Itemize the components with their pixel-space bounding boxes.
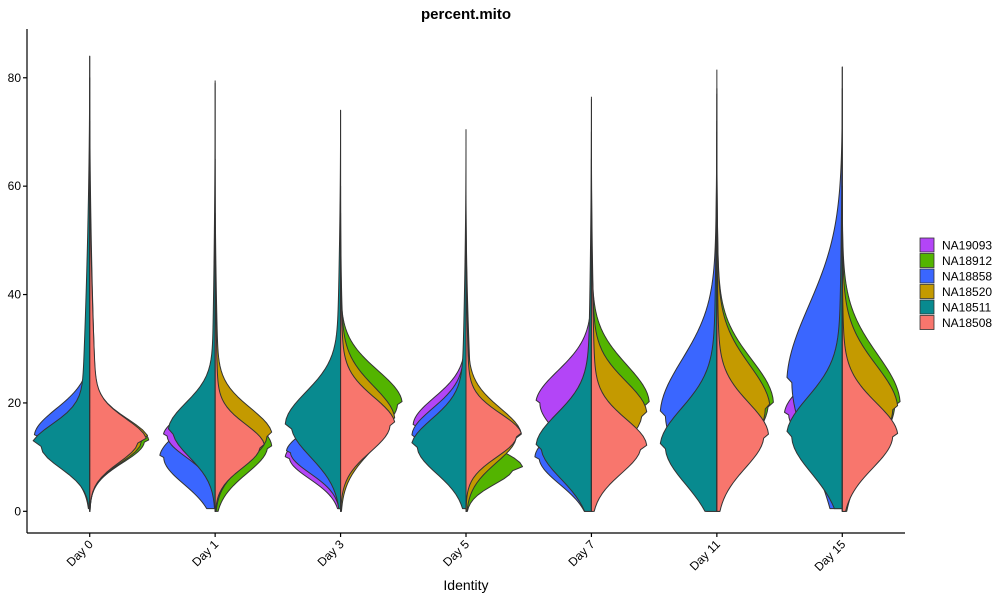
violin-day-1	[159, 80, 273, 512]
x-tick-label: Day 3	[315, 537, 347, 569]
x-axis-ticks: Day 0 Day 1 Day 3 Day 5 Day 7 Day 11 Day 15	[64, 533, 849, 574]
legend-swatch-na18858	[919, 268, 935, 284]
legend-label-na18511: NA18511	[942, 301, 991, 315]
x-tick-label: Day 1	[189, 537, 221, 569]
y-tick-label: 20	[8, 396, 22, 410]
legend-swatch-na18511	[919, 299, 935, 315]
violin-left-na18511	[32, 55, 91, 510]
violin-day-5	[411, 129, 524, 512]
y-tick-label: 60	[8, 179, 22, 193]
x-tick-label: Day 11	[687, 537, 723, 573]
x-tick-label: Day 7	[565, 537, 597, 569]
legend-swatch-na18520	[919, 284, 935, 299]
legend-label-na18858: NA18858	[942, 270, 992, 284]
violin-day-3	[284, 109, 403, 512]
violin-day-15	[784, 66, 901, 512]
y-tick-label: 40	[8, 288, 22, 302]
violin-left-na18511	[535, 98, 592, 512]
legend-label-na18520: NA18520	[942, 285, 992, 299]
legend-label-na18912: NA18912	[942, 254, 992, 268]
violin-plots	[32, 55, 901, 512]
legend-label-na19093: NA19093	[942, 239, 992, 253]
violin-right-na18508	[214, 212, 265, 512]
violin-day-11	[659, 69, 774, 512]
y-axis-ticks: 0 20 40 60 80	[8, 71, 27, 518]
legend-swatch-na19093	[919, 237, 935, 253]
violin-day-7	[534, 96, 650, 512]
x-axis-title: Identity	[443, 577, 488, 593]
legend-swatch-na18508	[919, 315, 935, 330]
chart-title: percent.mito	[421, 6, 511, 23]
x-tick-label: Day 15	[812, 537, 849, 574]
y-tick-label: 80	[8, 71, 22, 85]
x-tick-label: Day 0	[64, 537, 96, 569]
x-tick-label: Day 5	[440, 537, 472, 569]
y-tick-label: 0	[14, 504, 21, 518]
legend-label-na18508: NA18508	[942, 316, 992, 330]
violin-right-na18508	[89, 120, 147, 512]
violin-day-0	[32, 55, 150, 512]
violin-left-na18511	[411, 131, 467, 510]
legend-swatch-na18912	[919, 253, 935, 268]
